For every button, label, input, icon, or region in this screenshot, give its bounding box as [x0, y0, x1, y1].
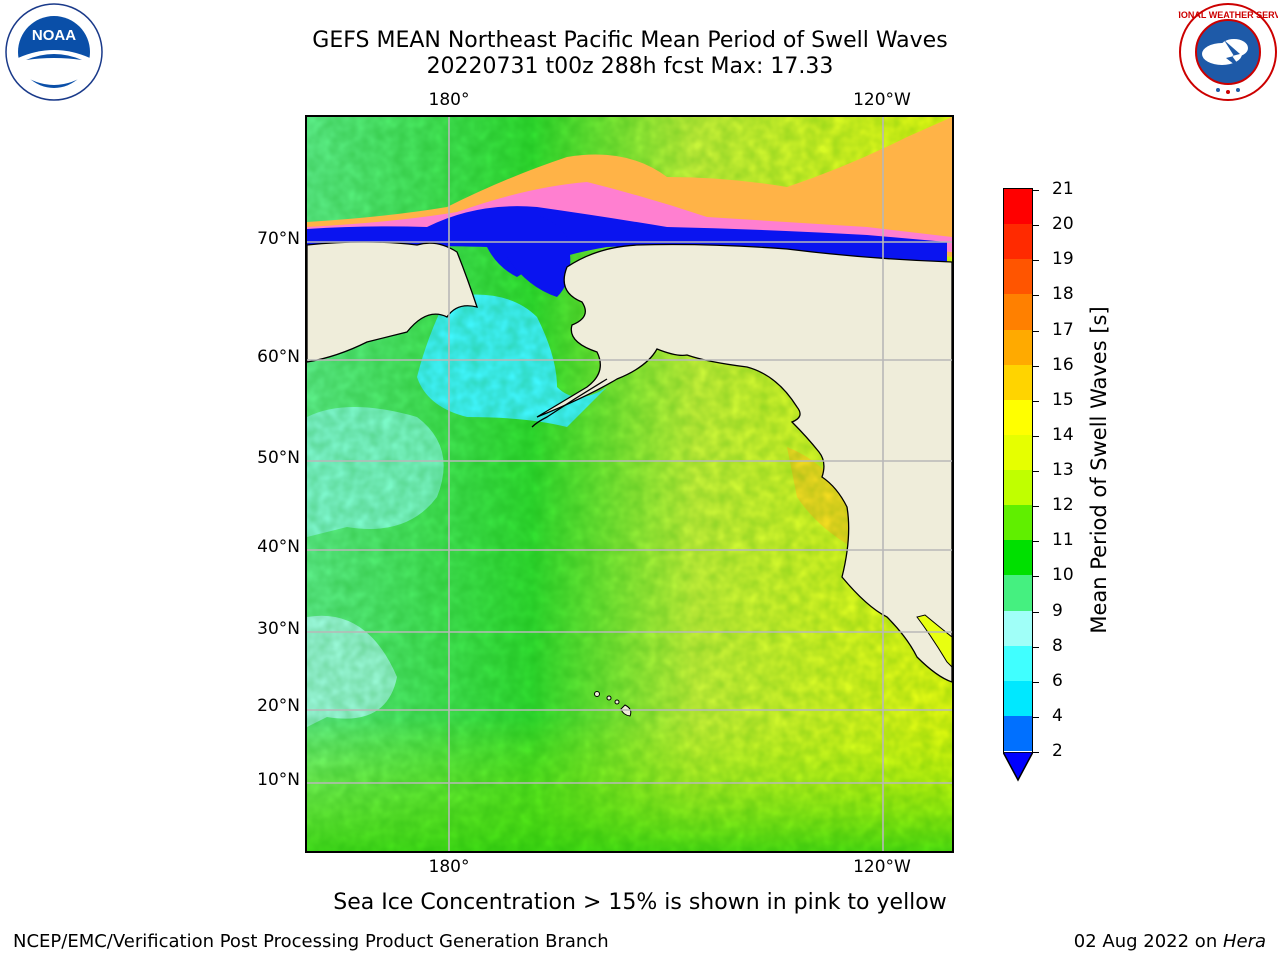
map-panel — [305, 115, 954, 853]
colorbar-tick-label: 8 — [1052, 635, 1063, 656]
colorbar-tick-label: 20 — [1052, 214, 1074, 235]
nws-logo: NATIONAL WEATHER SERVICE — [1161, 2, 1280, 102]
colorbar-tick-label: 13 — [1052, 460, 1074, 480]
colorbar-tick-label: 15 — [1052, 389, 1074, 410]
colorbar-extend-triangle — [1001, 751, 1035, 786]
lon-tick-top-120w: 120°W — [853, 90, 911, 110]
lat-tick-20n: 20°N — [257, 696, 300, 716]
colorbar-segment — [1004, 189, 1032, 225]
footer-credit: NCEP/EMC/Verification Post Processing Pr… — [13, 931, 609, 952]
colorbar-tick-label: 21 — [1052, 179, 1074, 199]
colorbar-label: Mean Period of Swell Waves [s] — [1087, 306, 1111, 634]
colorbar-tick-label: 9 — [1052, 600, 1063, 621]
lat-tick-70n: 70°N — [257, 229, 300, 249]
colorbar-tick-label: 11 — [1052, 530, 1074, 551]
alaska-peninsula — [531, 378, 608, 428]
lat-tick-30n: 30°N — [257, 619, 300, 639]
colorbar-segment — [1004, 259, 1032, 295]
colorbar-tick-mark — [1033, 471, 1039, 472]
lat-tick-10n: 10°N — [257, 770, 300, 790]
colorbar-segment — [1004, 364, 1032, 400]
colorbar-tick-label: 12 — [1052, 495, 1074, 516]
colorbar-segment — [1004, 399, 1032, 435]
colorbar-segment — [1004, 224, 1032, 260]
lat-tick-40n: 40°N — [257, 537, 300, 557]
chart-subtitle: 20220731 t00z 288h fcst Max: 17.33 — [426, 54, 834, 79]
colorbar-tick-label: 18 — [1052, 284, 1074, 305]
lat-tick-60n: 60°N — [257, 347, 300, 367]
colorbar-tick-mark — [1033, 330, 1039, 332]
lon-tick-bottom-180: 180° — [428, 857, 470, 877]
colorbar-tick-mark — [1033, 716, 1039, 718]
colorbar-tick-mark — [1033, 400, 1039, 402]
colorbar-segment — [1004, 575, 1032, 611]
footer-date-text: 02 Aug 2022 on — [1073, 931, 1223, 952]
colorbar-tick-mark — [1033, 435, 1039, 437]
colorbar-tick-label: 16 — [1052, 354, 1074, 375]
colorbar-segment — [1004, 434, 1032, 470]
colorbar-tick-mark — [1033, 190, 1039, 191]
colorbar-tick-label: 2 — [1052, 741, 1063, 761]
colorbar-segment — [1004, 470, 1032, 506]
colorbar-segment — [1004, 294, 1032, 330]
colorbar-tick-mark — [1033, 611, 1039, 613]
sea-ice-note: Sea Ice Concentration > 15% is shown in … — [333, 890, 947, 915]
footer-date: 02 Aug 2022 on Hera — [1074, 931, 1266, 952]
colorbar-tick-mark — [1033, 365, 1039, 367]
colorbar-tick-mark — [1033, 752, 1039, 753]
colorbar-segment — [1004, 715, 1032, 751]
colorbar-segment — [1004, 540, 1032, 576]
land-north-america — [536, 243, 952, 683]
lon-tick-top-180: 180° — [428, 90, 470, 110]
colorbar-tick-mark — [1033, 225, 1039, 227]
lon-tick-bottom-120w: 120°W — [853, 857, 911, 877]
colorbar-tick-mark — [1033, 506, 1039, 508]
bering-blue-patch — [507, 214, 571, 297]
colorbar-tick-label: 14 — [1052, 424, 1074, 445]
colorbar-tick-label: 6 — [1052, 670, 1063, 691]
colorbar-tick-mark — [1033, 295, 1039, 297]
colorbar-segment — [1004, 329, 1032, 365]
footer-host: Hera — [1222, 931, 1266, 952]
colorbar-tick-mark — [1033, 541, 1039, 543]
hawaii-islands — [594, 691, 632, 717]
colorbar-tick-mark — [1033, 260, 1039, 262]
colorbar — [1003, 188, 1033, 753]
land-siberia — [307, 241, 478, 363]
svg-text:NATIONAL WEATHER SERVICE: NATIONAL WEATHER SERVICE — [1178, 10, 1278, 20]
svg-text:NOAA: NOAA — [32, 27, 76, 44]
colorbar-tick-mark — [1033, 646, 1039, 648]
colorbar-segment — [1004, 610, 1032, 646]
colorbar-segment — [1004, 645, 1032, 681]
colorbar-segment — [1004, 680, 1032, 716]
colorbar-tick-mark — [1033, 681, 1039, 683]
colorbar-tick-label: 19 — [1052, 249, 1074, 270]
colorbar-tick-mark — [1033, 576, 1039, 578]
colorbar-tick-label: 10 — [1052, 565, 1074, 586]
graticule — [307, 117, 952, 851]
noaa-logo: NOAA — [4, 2, 104, 102]
colorbar-tick-label: 17 — [1052, 319, 1074, 340]
colorbar-segment — [1004, 505, 1032, 541]
chart-title: GEFS MEAN Northeast Pacific Mean Period … — [312, 28, 948, 53]
lat-tick-50n: 50°N — [257, 448, 300, 468]
colorbar-tick-label: 4 — [1052, 705, 1063, 726]
